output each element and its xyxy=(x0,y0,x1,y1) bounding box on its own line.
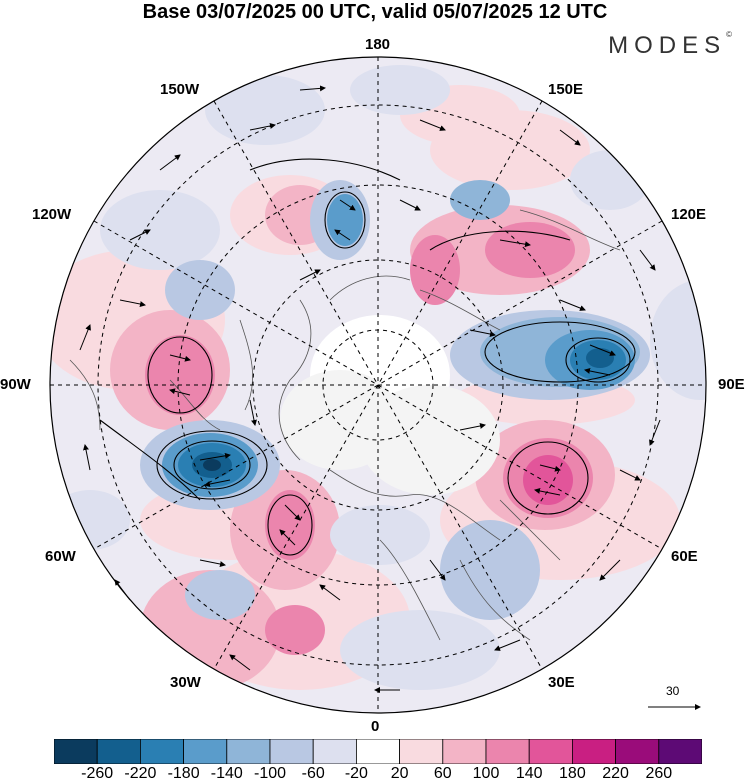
brand-name: MODES xyxy=(608,32,727,59)
colorbar-bin xyxy=(528,739,573,764)
colorbar-tick-label: -220 xyxy=(124,765,157,782)
brand-mark: © xyxy=(726,30,732,39)
colorbar-bin xyxy=(615,739,660,764)
colorbar-bin xyxy=(658,739,702,764)
colorbar-bin xyxy=(269,739,314,764)
colorbar-bin xyxy=(355,739,400,764)
lon-label-0: 0 xyxy=(371,718,380,735)
colorbar-tick-label: 100 xyxy=(472,765,500,782)
height-contours xyxy=(99,158,636,556)
wind-vectors xyxy=(79,85,661,693)
reference-vector-value: 30 xyxy=(666,684,680,698)
colorbar-bin xyxy=(312,739,357,764)
colorbar-tick-label: -60 xyxy=(301,765,325,782)
colorbar-bin xyxy=(183,739,228,764)
lon-label-90w: 90W xyxy=(0,376,31,393)
colorbar-tick-label: -260 xyxy=(81,765,114,782)
colorbar-tick-label: -20 xyxy=(344,765,368,782)
lon-label-120e: 120E xyxy=(671,206,707,223)
lon-label-30w: 30W xyxy=(170,674,201,691)
lon-label-90e: 90E xyxy=(718,376,745,393)
lon-label-60w: 60W xyxy=(45,548,76,565)
colorbar-bin xyxy=(442,739,487,764)
colorbar-tick-label: 60 xyxy=(433,765,452,782)
graticule xyxy=(50,57,706,713)
colorbar-bin xyxy=(399,739,444,764)
colorbar-tick-label: 220 xyxy=(602,765,629,782)
anomaly-field xyxy=(50,57,706,713)
lon-label-150e: 150E xyxy=(548,81,584,98)
lon-label-30e: 30E xyxy=(548,674,575,691)
colorbar-tick-label: -140 xyxy=(210,765,243,782)
page-title: Base 03/07/2025 00 UTC, valid 05/07/2025… xyxy=(142,1,608,23)
lon-label-150w: 150W xyxy=(160,81,200,98)
colorbar-bin xyxy=(96,739,141,764)
colorbar-tick-label: -180 xyxy=(167,765,200,782)
lon-label-60e: 60E xyxy=(671,548,698,565)
lon-label-180: 180 xyxy=(365,36,391,53)
colorbar-bin xyxy=(485,739,530,764)
colorbar-tick-label: 20 xyxy=(390,765,409,782)
colorbar-bin xyxy=(572,739,617,764)
lon-label-120w: 120W xyxy=(32,206,72,223)
colorbar-bin xyxy=(54,739,98,764)
colorbar-bin xyxy=(140,739,185,764)
colorbar xyxy=(54,739,702,764)
colorbar-tick-label: 140 xyxy=(515,765,543,782)
colorbar-tick-label: 260 xyxy=(645,765,673,782)
colorbar-tick-label: -100 xyxy=(253,765,287,782)
colorbar-tick-label: 180 xyxy=(559,765,586,782)
colorbar-bin xyxy=(226,739,271,764)
brand-logo: MODES© xyxy=(608,30,732,60)
map-boundary xyxy=(49,56,707,714)
